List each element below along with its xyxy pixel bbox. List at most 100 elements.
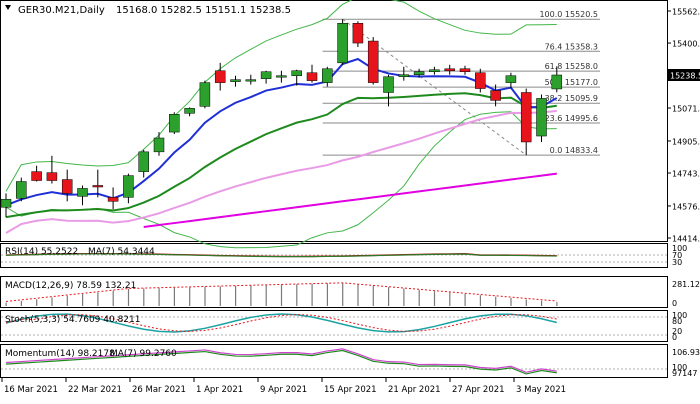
- macd-bar: [204, 286, 206, 306]
- macd-bar: [219, 286, 221, 306]
- macd-bar: [342, 282, 344, 306]
- stoch-tick-20: 20: [672, 327, 682, 336]
- macd-bar: [541, 300, 543, 306]
- current-price-label: 15238.5: [670, 71, 700, 80]
- bullish-candle[interactable]: [413, 68, 425, 78]
- bearish-candle[interactable]: [46, 155, 58, 184]
- fib-level-label: 38.2 15095.9: [545, 94, 598, 103]
- rsi-tick-70: 70: [672, 251, 682, 260]
- macd-bar: [51, 297, 53, 306]
- stochastic-panel: Stoch(5,3,3) 54.7609 40.8211 100 80 20 0: [1, 311, 687, 342]
- bearish-candle[interactable]: [61, 169, 73, 202]
- stoch-label: Stoch(5,3,3) 54.7609 40.8211: [5, 315, 140, 325]
- macd-bar: [418, 289, 420, 306]
- macd-bar: [280, 284, 283, 306]
- price-tick-label: 14576.5: [672, 202, 700, 211]
- bearish-candle[interactable]: [31, 165, 42, 182]
- macd-bar: [433, 291, 436, 306]
- momentum-panel-frame: [0, 344, 668, 378]
- date-tick-label: 9 Apr 2021: [260, 385, 307, 395]
- bullish-candle[interactable]: [551, 66, 563, 93]
- fib-level-label: 76.4 15358.3: [545, 42, 598, 51]
- momentum-tick-bottom: 97147: [672, 369, 697, 378]
- macd-bar: [265, 285, 267, 306]
- bearish-candle[interactable]: [444, 64, 455, 75]
- bearish-candle[interactable]: [475, 68, 486, 93]
- price-tick-label: 15562.0: [672, 8, 700, 17]
- date-tick-label: 27 Apr 2021: [452, 385, 505, 395]
- macd-bar: [464, 293, 466, 306]
- bearish-candle[interactable]: [92, 169, 104, 198]
- fib-level-label: 23.6 14995.6: [545, 114, 598, 123]
- date-tick-label: 16 Mar 2021: [4, 385, 58, 395]
- bearish-candle[interactable]: [107, 187, 119, 210]
- macd-bar: [449, 292, 451, 306]
- macd-bar: [189, 287, 191, 306]
- bearish-candle[interactable]: [214, 62, 226, 91]
- price-tick-label: 15071.5: [672, 105, 700, 114]
- bullish-candle[interactable]: [291, 69, 302, 86]
- price-tick-label: 15400.0: [672, 40, 700, 49]
- macd-bar: [173, 287, 175, 306]
- collapse-icon[interactable]: [5, 5, 11, 10]
- bullish-candle[interactable]: [260, 70, 272, 84]
- macd-tick-top: 281.12: [672, 280, 700, 289]
- macd-bar: [143, 288, 145, 306]
- bullish-candle[interactable]: [230, 75, 241, 87]
- bullish-candle[interactable]: [429, 66, 440, 75]
- fib-level-label: 100.0 15520.5: [539, 10, 598, 19]
- rsi-label: RSI(14) 55.2522: [5, 247, 78, 257]
- macd-bar: [311, 283, 313, 306]
- bollinger-upper-line: [5, 0, 557, 192]
- bullish-candle[interactable]: [322, 66, 333, 87]
- bearish-candle[interactable]: [520, 88, 532, 156]
- bullish-candle[interactable]: [505, 72, 517, 89]
- ohlc-label: 15168.0 15282.5 15151.1 15238.5: [116, 5, 291, 16]
- date-tick-label: 3 May 2021: [516, 385, 566, 395]
- bearish-candle[interactable]: [306, 64, 318, 83]
- bearish-candle[interactable]: [459, 65, 471, 75]
- bullish-candle[interactable]: [169, 112, 180, 135]
- bullish-candle[interactable]: [199, 80, 211, 109]
- rsi-tick-100: 100: [672, 244, 687, 253]
- macd-bar: [97, 292, 99, 306]
- bullish-candle[interactable]: [16, 177, 27, 202]
- bullish-candle[interactable]: [123, 173, 134, 204]
- rsi-ma-label: MA(7) 54.3444: [88, 247, 155, 257]
- date-tick-label: 15 Apr 2021: [324, 385, 377, 395]
- bullish-candle[interactable]: [245, 74, 257, 85]
- bullish-candle[interactable]: [398, 66, 410, 81]
- bullish-candle[interactable]: [138, 149, 149, 178]
- bearish-candle[interactable]: [490, 84, 501, 107]
- stoch-tick-0: 0: [672, 333, 677, 342]
- bearish-candle[interactable]: [352, 21, 364, 48]
- momentum-line: [5, 349, 557, 375]
- date-tick-label: 26 Mar 2021: [132, 385, 186, 395]
- symbol-label: GER30.M21,Daily: [18, 5, 105, 16]
- macd-bar: [20, 300, 22, 306]
- stoch-tick-80: 80: [672, 317, 682, 326]
- macd-bar: [82, 294, 84, 306]
- macd-bar: [403, 288, 405, 306]
- bullish-candle[interactable]: [153, 132, 165, 156]
- fib-level-label: 50.0 15177.0: [545, 78, 598, 87]
- macd-bar: [372, 285, 374, 306]
- date-tick-label: 21 Apr 2021: [388, 385, 441, 395]
- macd-bar: [127, 288, 130, 306]
- macd-panel: MACD(12,26,9) 78.59 132.21 281.12 0: [5, 280, 700, 308]
- date-tick-label: 1 Apr 2021: [196, 385, 243, 395]
- bullish-candle[interactable]: [77, 185, 88, 206]
- bullish-candle[interactable]: [536, 94, 547, 142]
- macd-signal-line: [5, 282, 557, 302]
- macd-bar: [112, 290, 114, 306]
- bullish-candle[interactable]: [383, 74, 394, 107]
- bearish-candle[interactable]: [367, 37, 379, 85]
- macd-bar: [326, 283, 328, 306]
- bullish-candle[interactable]: [0, 193, 12, 218]
- macd-tick-zero: 0: [672, 299, 677, 308]
- bullish-candle[interactable]: [184, 107, 195, 117]
- bullish-candle[interactable]: [276, 70, 287, 83]
- stoch-panel-frame: [0, 310, 668, 342]
- bullish-candle[interactable]: [337, 19, 348, 65]
